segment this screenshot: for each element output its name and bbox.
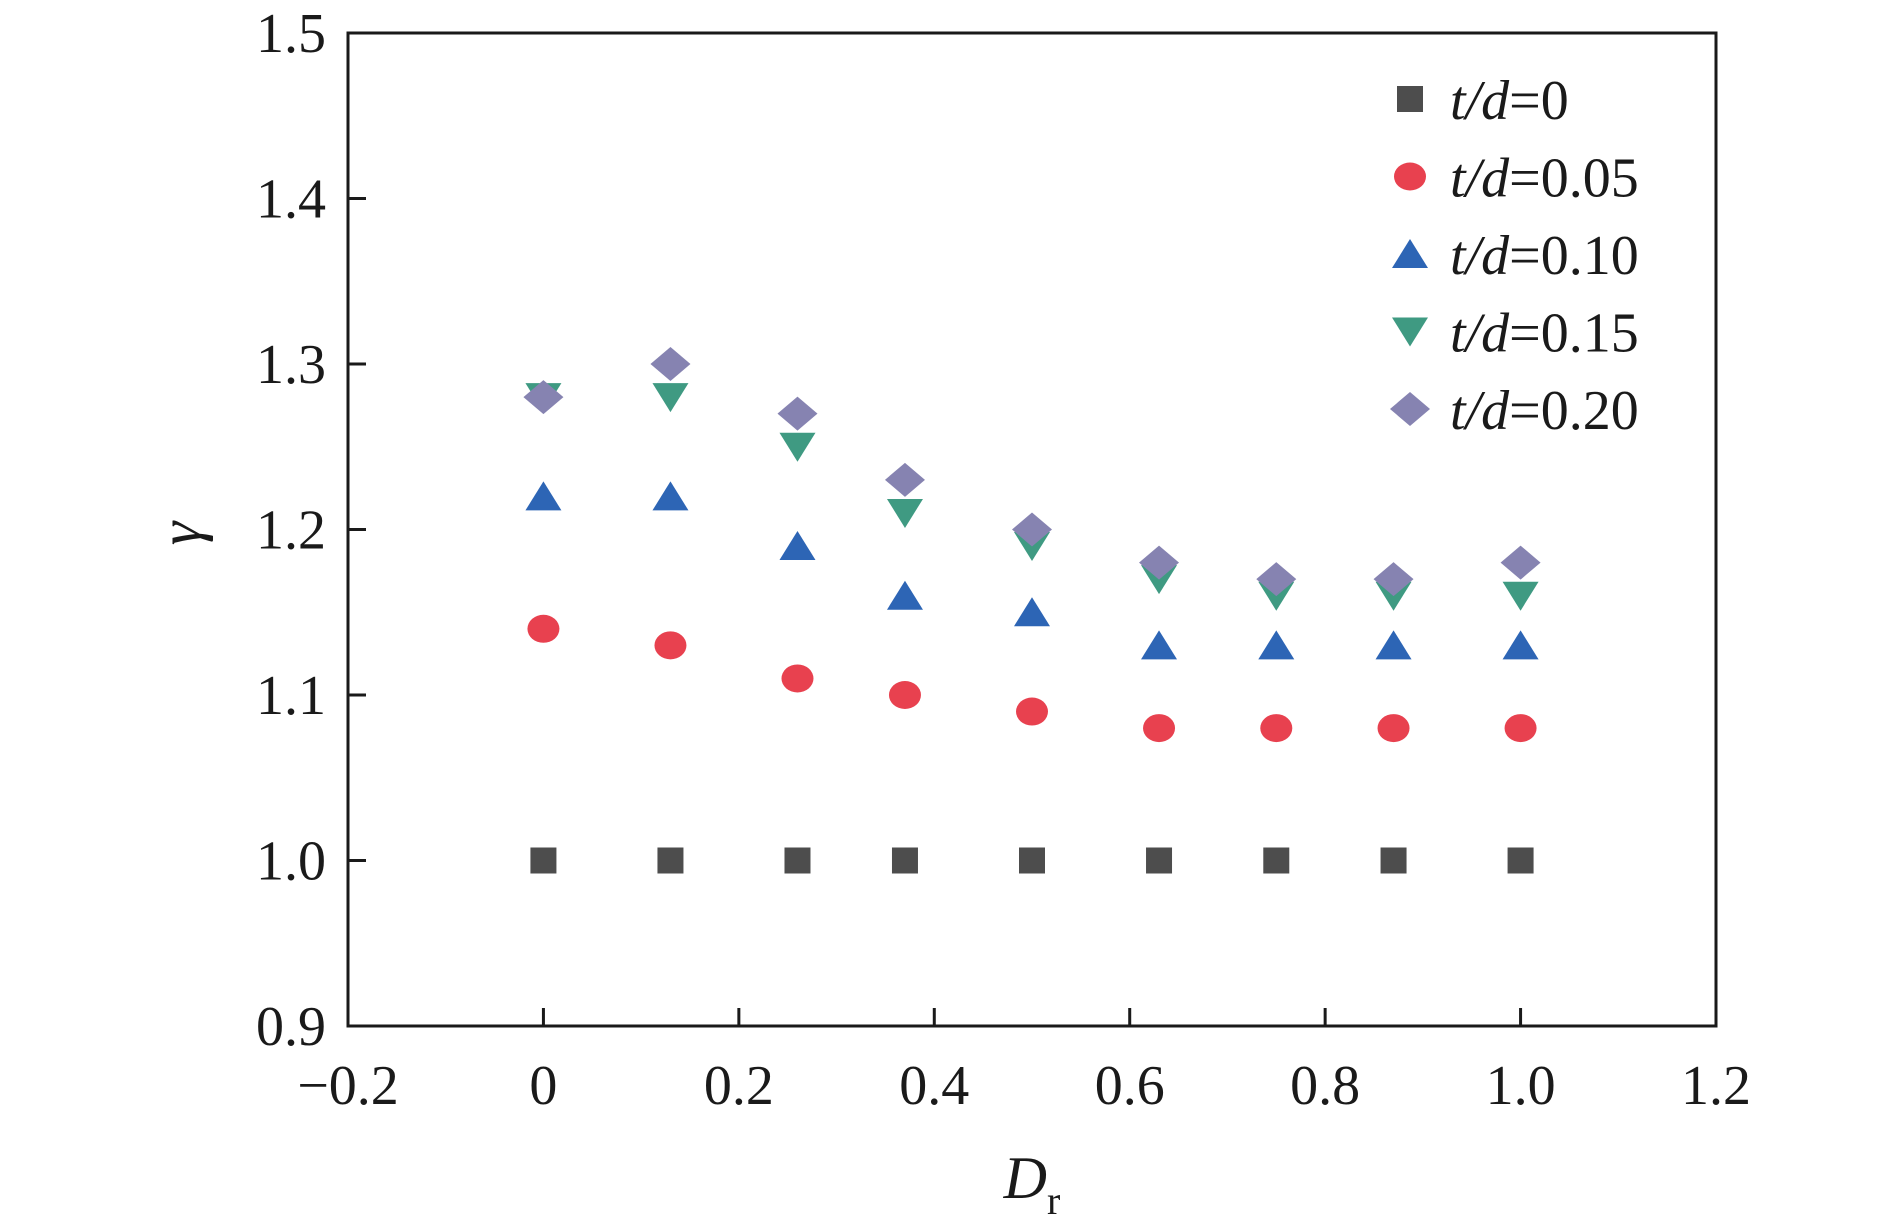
data-point	[1256, 562, 1297, 597]
legend: t/d=0 t/d=0.05 t/d=0.10 t/d=0.15 t/d=0.20	[1390, 70, 1639, 442]
legend-label: t/d=0.20	[1450, 380, 1639, 442]
y-tick-label: 1.3	[256, 334, 326, 396]
legend-item: t/d=0	[1397, 70, 1569, 132]
legend-marker	[1394, 162, 1426, 191]
legend-label: t/d=0.10	[1450, 225, 1639, 287]
legend-item: t/d=0.05	[1394, 148, 1639, 210]
data-point	[781, 664, 814, 693]
axis-tick-labels: −0.2 0 0.2 0.4 0.6 0.8 1.0 1.2 0.9 1.0 1.1 1.2 1.3 1.…	[256, 3, 1751, 1117]
data-point	[1141, 565, 1178, 595]
data-point	[779, 432, 816, 462]
data-point	[1019, 847, 1045, 874]
data-point	[1500, 545, 1541, 580]
data-point	[527, 614, 560, 643]
legend-marker	[1397, 86, 1423, 112]
legend-label: t/d=0.05	[1450, 148, 1639, 210]
data-point	[891, 847, 918, 874]
legend-label: t/d=0.15	[1450, 303, 1639, 365]
legend-item: t/d=0.20	[1390, 380, 1639, 442]
data-point	[1380, 847, 1407, 874]
data-points	[523, 347, 1541, 874]
y-tick-label: 1.4	[256, 169, 326, 231]
data-point	[888, 681, 921, 709]
y-tick-label: 1.0	[256, 831, 326, 893]
data-point	[530, 847, 557, 874]
x-tick-label: 0.6	[1095, 1055, 1165, 1117]
data-point	[784, 847, 811, 874]
x-axis-label: Dr	[1003, 1145, 1061, 1223]
data-point	[884, 462, 925, 497]
x-axis-label-subscript: r	[1047, 1178, 1060, 1223]
data-point	[525, 481, 562, 511]
data-point	[777, 396, 818, 431]
y-tick-label: 1.1	[256, 665, 326, 727]
series-4	[523, 347, 1541, 597]
data-point	[886, 498, 923, 528]
data-point	[652, 481, 689, 511]
data-point	[1373, 562, 1414, 597]
legend-marker	[1392, 239, 1428, 268]
x-tick-label: 0.8	[1290, 1055, 1360, 1117]
x-tick-label: −0.2	[297, 1055, 399, 1117]
data-point	[1139, 545, 1180, 580]
data-point	[1016, 697, 1048, 726]
data-point	[1263, 847, 1290, 874]
axis-ticks	[346, 31, 1718, 1028]
data-point	[1504, 714, 1537, 743]
x-tick-label: 0.2	[704, 1055, 774, 1117]
series-2	[525, 481, 1539, 660]
x-axis-label-main: D	[1003, 1145, 1047, 1211]
data-point	[1146, 847, 1173, 874]
data-point	[1141, 630, 1178, 660]
data-point	[1258, 581, 1295, 611]
x-tick-label: 0.4	[899, 1055, 969, 1117]
data-point	[886, 580, 923, 610]
data-point	[1014, 532, 1050, 562]
legend-item: t/d=0.10	[1392, 225, 1639, 287]
data-point	[1375, 581, 1412, 611]
data-point	[1258, 630, 1295, 660]
data-point	[650, 347, 691, 381]
data-point	[523, 380, 564, 415]
x-tick-label: 1.0	[1486, 1055, 1556, 1117]
x-tick-label: 0	[529, 1055, 557, 1117]
data-point	[1143, 714, 1176, 743]
series-0	[530, 847, 1534, 874]
data-point	[1507, 847, 1534, 874]
data-point	[1260, 714, 1293, 743]
y-axis-label: γ	[147, 520, 213, 545]
legend-item: t/d=0.15	[1392, 303, 1639, 365]
data-point	[652, 383, 689, 413]
legend-marker	[1392, 317, 1428, 347]
data-point	[654, 631, 687, 660]
series-1	[527, 614, 1537, 743]
data-point	[1375, 630, 1412, 660]
data-point	[1377, 714, 1410, 743]
x-tick-label: 1.2	[1681, 1055, 1751, 1117]
data-point	[1012, 512, 1052, 547]
data-point	[1502, 630, 1539, 660]
y-tick-label: 1.2	[256, 500, 326, 562]
data-point	[779, 531, 816, 561]
series-3	[525, 383, 1539, 611]
data-point	[1014, 597, 1050, 627]
plot-frame	[346, 31, 1718, 1028]
data-point	[1502, 581, 1539, 611]
legend-label: t/d=0	[1450, 70, 1569, 132]
y-tick-label: 1.5	[256, 3, 326, 65]
legend-marker	[1390, 392, 1430, 426]
y-tick-label: 0.9	[256, 996, 326, 1058]
data-point	[657, 847, 684, 874]
